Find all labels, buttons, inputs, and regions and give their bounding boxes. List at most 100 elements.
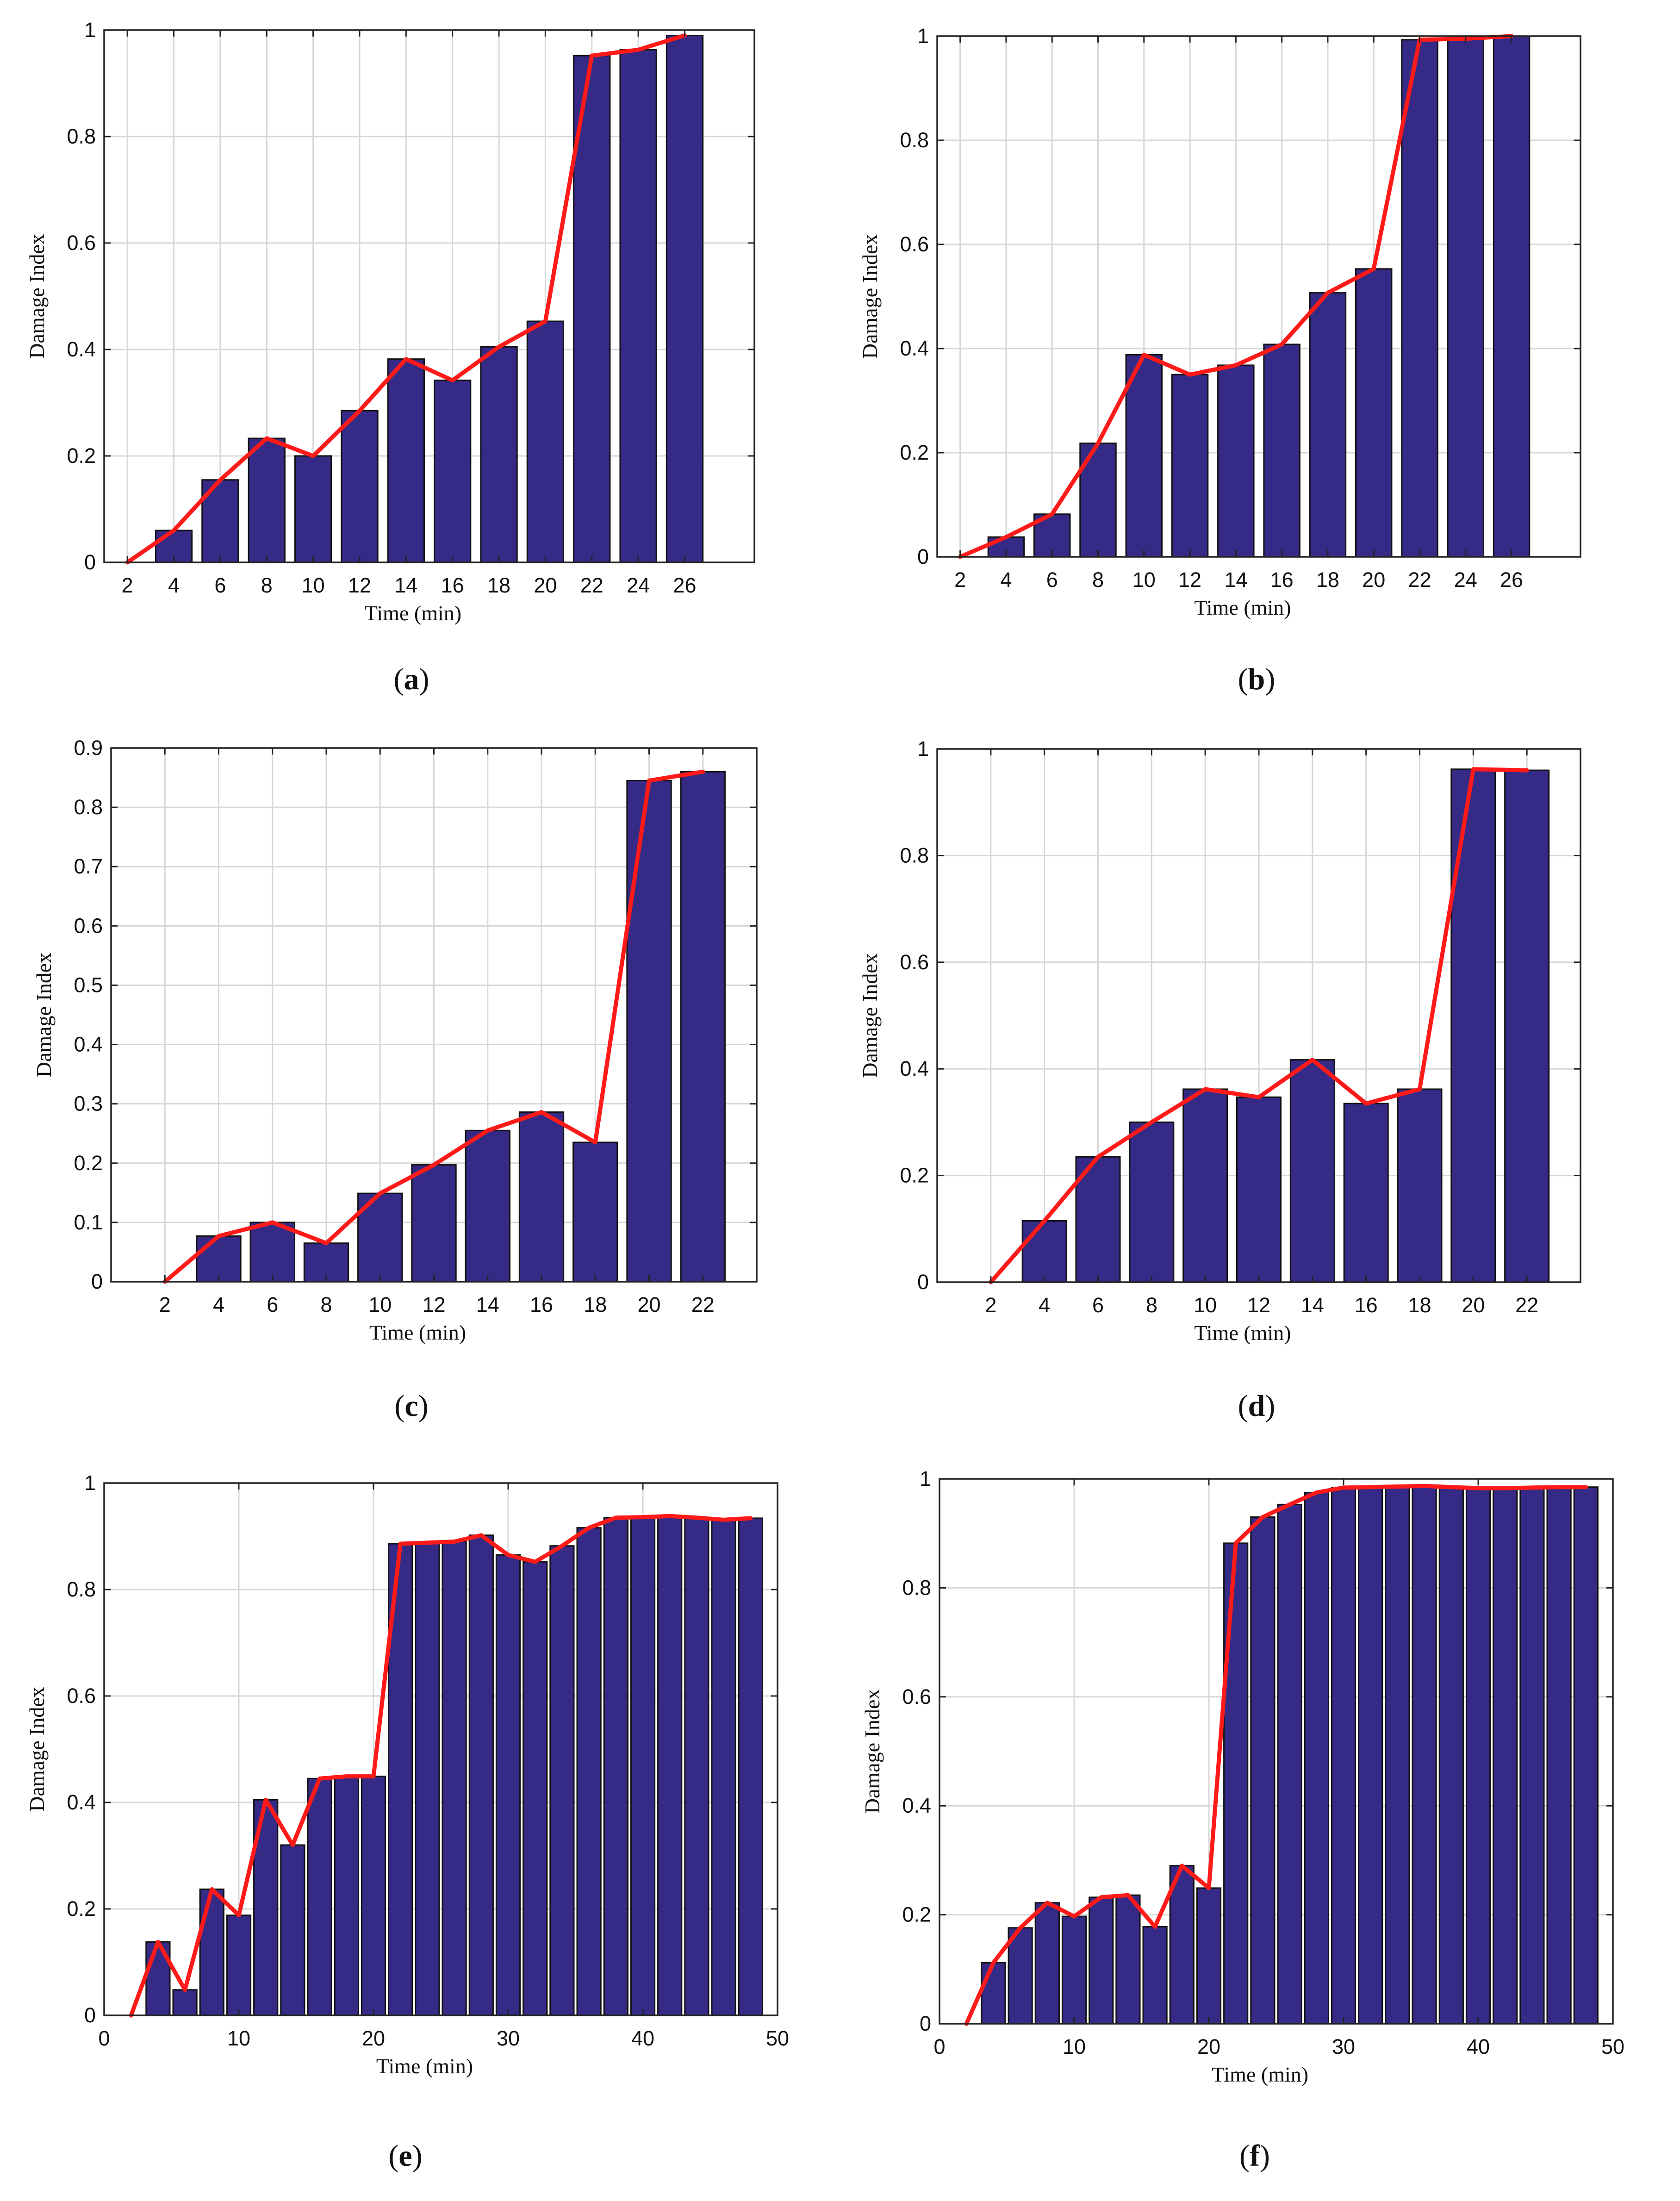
bar-d-22 bbox=[1504, 769, 1550, 1283]
bar-e-40 bbox=[630, 1516, 656, 2016]
bar-a-22 bbox=[573, 55, 611, 563]
y-tick-label-0.6: 0.6 bbox=[900, 950, 929, 974]
caption-d-letter: d bbox=[1248, 1389, 1265, 1423]
x-tick-label-8: 8 bbox=[261, 574, 273, 597]
bar-d-18 bbox=[1397, 1088, 1443, 1283]
trend-line-d bbox=[989, 767, 1529, 1284]
x-axis-label-b: Time (min) bbox=[1194, 596, 1291, 619]
x-tick-label-18: 18 bbox=[584, 1293, 607, 1316]
bar-f-32 bbox=[1358, 1486, 1383, 2025]
bar-a-20 bbox=[526, 320, 565, 563]
x-tick-label-14: 14 bbox=[394, 574, 417, 597]
bar-f-20 bbox=[1196, 1887, 1222, 2025]
x-tick-label-24: 24 bbox=[627, 574, 650, 597]
x-axis-label-d: Time (min) bbox=[1194, 1321, 1291, 1345]
bar-b-10 bbox=[1125, 354, 1163, 558]
plot-frame-a bbox=[103, 29, 755, 563]
bar-e-34 bbox=[549, 1545, 575, 2016]
bar-f-8 bbox=[1034, 1902, 1060, 2025]
caption-c-letter: c bbox=[404, 1389, 418, 1423]
caption-a: (a) bbox=[393, 662, 429, 696]
x-tick-label-12: 12 bbox=[422, 1293, 445, 1316]
chart-b-svg: 00.20.40.60.812 4 6 8 10 12 14 16 18 20 22 24 26Time… bbox=[858, 24, 1581, 619]
x-tick-label-10: 10 bbox=[368, 1293, 392, 1316]
bar-e-46 bbox=[711, 1519, 736, 2016]
bar-f-10 bbox=[1061, 1915, 1087, 2025]
x-tick-label-14: 14 bbox=[1224, 568, 1247, 592]
x-tick-label-2: 2 bbox=[159, 1293, 171, 1316]
x-tick-label-26: 26 bbox=[673, 574, 696, 597]
y-axis-label-b: Damage Index bbox=[858, 234, 882, 359]
x-tick-label-4: 4 bbox=[1039, 1293, 1050, 1317]
bar-f-36 bbox=[1412, 1485, 1437, 2025]
bar-f-12 bbox=[1089, 1896, 1114, 2025]
y-tick-label-1: 1 bbox=[917, 737, 929, 761]
y-tick-label-0: 0 bbox=[920, 2012, 931, 2035]
y-tick-label-0.2: 0.2 bbox=[900, 1164, 929, 1187]
bar-f-6 bbox=[1008, 1927, 1033, 2025]
bar-b-14 bbox=[1217, 364, 1255, 558]
y-axis-label-d: Damage Index bbox=[858, 953, 882, 1078]
x-tick-label-2: 2 bbox=[985, 1293, 996, 1317]
bar-f-30 bbox=[1331, 1487, 1356, 2025]
caption-f: (f) bbox=[1239, 2139, 1270, 2173]
x-tick-label-26: 26 bbox=[1500, 568, 1523, 592]
trend-line-e bbox=[129, 1514, 753, 2018]
bar-e-26 bbox=[442, 1541, 467, 2016]
y-tick-label-0.4: 0.4 bbox=[74, 1033, 103, 1056]
x-tick-label-40: 40 bbox=[631, 2026, 654, 2050]
bar-e-16 bbox=[307, 1777, 332, 2016]
y-axis-label-e: Damage Index bbox=[25, 1687, 49, 1812]
y-tick-label-0.8: 0.8 bbox=[902, 1576, 931, 1599]
bar-e-8 bbox=[199, 1888, 224, 2016]
bar-f-46 bbox=[1546, 1486, 1572, 2025]
bar-b-12 bbox=[1171, 374, 1209, 558]
chart-panel-f: 0 0.2 0.4 0.6 0.8 1 0 10 20 30 40 50 Time (min) Damag… bbox=[840, 1453, 1680, 2199]
x-tick-label-14: 14 bbox=[476, 1293, 499, 1316]
bar-e-32 bbox=[523, 1561, 548, 2016]
y-tick-label-0.5: 0.5 bbox=[74, 973, 103, 997]
x-tick-label-12: 12 bbox=[348, 574, 371, 597]
bar-e-6 bbox=[172, 1989, 198, 2016]
x-tick-label-22: 22 bbox=[1515, 1293, 1538, 1317]
bar-a-8 bbox=[248, 437, 286, 563]
bar-a-10 bbox=[294, 455, 332, 563]
bar-d-12 bbox=[1236, 1096, 1282, 1283]
y-tick-label-0: 0 bbox=[917, 1270, 929, 1294]
bar-f-40 bbox=[1465, 1487, 1491, 2025]
x-tick-label-10: 10 bbox=[1194, 1293, 1217, 1317]
y-tick-label-1: 1 bbox=[920, 1467, 931, 1490]
x-tick-label-16: 16 bbox=[1355, 1293, 1378, 1317]
y-tick-label-0: 0 bbox=[917, 545, 929, 568]
chart-panel-b: 0 0.2 0.4 0.6 0.8 1 2 4 6 8 10 12 14 16 18 20 22 24 26 Time… bbox=[840, 0, 1680, 713]
y-tick-label-0.9: 0.9 bbox=[74, 736, 103, 760]
x-axis-label-c: Time (min) bbox=[369, 1321, 466, 1344]
x-tick-label-16: 16 bbox=[1270, 568, 1294, 592]
y-tick-label-0.8: 0.8 bbox=[67, 1577, 96, 1601]
bar-f-44 bbox=[1519, 1487, 1545, 2025]
bar-d-10 bbox=[1182, 1088, 1228, 1283]
x-tick-label-22: 22 bbox=[691, 1293, 715, 1316]
bar-e-42 bbox=[657, 1515, 683, 2016]
bar-f-42 bbox=[1493, 1487, 1518, 2025]
y-axis-label-f: Damage Index bbox=[860, 1689, 884, 1814]
bar-a-26 bbox=[666, 35, 704, 563]
trend-line-f bbox=[964, 1484, 1588, 2026]
y-tick-label-0.8: 0.8 bbox=[900, 843, 929, 867]
bar-c-14 bbox=[465, 1129, 510, 1283]
y-tick-label-0.1: 0.1 bbox=[74, 1210, 103, 1234]
y-tick-label-0.3: 0.3 bbox=[74, 1092, 103, 1116]
x-tick-label-22: 22 bbox=[1408, 568, 1431, 592]
bar-b-18 bbox=[1309, 292, 1347, 558]
chart-panel-a: 0 0.2 0.4 0.6 0.8 1 2 4 6 8 10 12 14 16 18 20 22 24 26 Time… bbox=[0, 0, 840, 713]
chart-panel-c: 0 0.1 0.2 0.3 0.4 0.5 0.6 0.7 0.8 0.9 2 4 6 8 10 12 14 16… bbox=[0, 722, 840, 1444]
bar-d-20 bbox=[1450, 768, 1496, 1283]
y-axis-label-c: Damage Index bbox=[32, 953, 56, 1078]
bar-e-10 bbox=[226, 1914, 252, 2016]
caption-c: (c) bbox=[394, 1389, 429, 1423]
x-tick-label-12: 12 bbox=[1178, 568, 1201, 592]
bar-e-36 bbox=[576, 1527, 602, 2016]
bar-f-38 bbox=[1438, 1486, 1464, 2025]
x-tick-label-6: 6 bbox=[214, 574, 226, 597]
caption-b: (b) bbox=[1238, 662, 1276, 696]
